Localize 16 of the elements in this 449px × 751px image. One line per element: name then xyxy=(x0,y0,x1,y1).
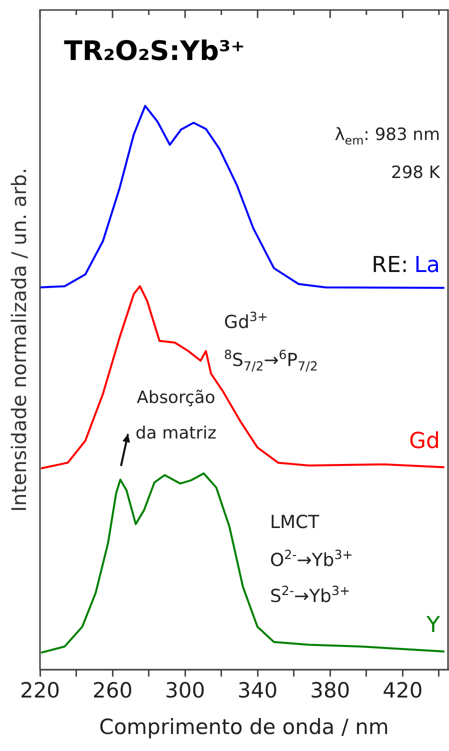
series-label: La xyxy=(414,253,440,278)
annotation: LMCT xyxy=(270,512,320,533)
chart-title: TR₂O₂S:Yb³⁺ xyxy=(64,36,246,67)
series-label: Gd xyxy=(408,429,440,454)
x-tick-label: 420 xyxy=(382,678,423,703)
annotation: Absorção da matriz xyxy=(136,388,217,444)
series-label: Y xyxy=(426,613,441,638)
x-tick-label: 260 xyxy=(92,678,133,703)
x-tick-label: 340 xyxy=(238,678,278,703)
x-tick-label: 220 xyxy=(20,678,60,703)
y-axis-title: Intensidade normalizada / un. arb. xyxy=(7,168,31,512)
annotation: 298 K xyxy=(391,163,441,183)
x-tick-label: 300 xyxy=(165,678,206,703)
legend-title: RE: xyxy=(372,253,408,278)
x-tick-label: 380 xyxy=(310,678,350,703)
x-axis-title: Comprimento de onda / nm xyxy=(99,714,389,739)
